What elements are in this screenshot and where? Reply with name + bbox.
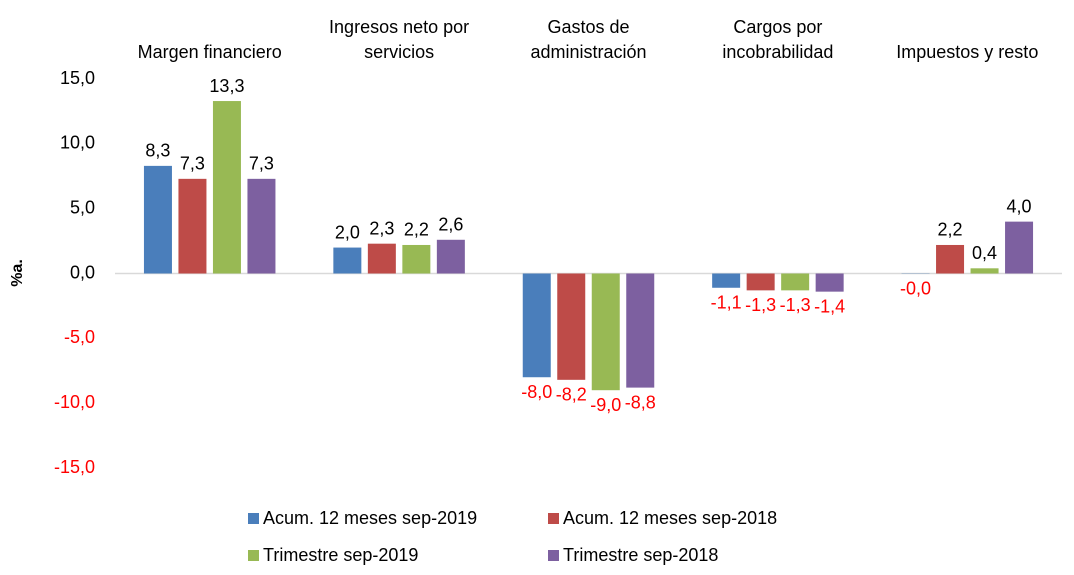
bar [247, 178, 276, 274]
bar [212, 101, 241, 274]
legend-item: Acum. 12 meses sep-2019 [248, 508, 548, 529]
legend-item: Trimestre sep-2019 [248, 545, 548, 566]
category-label: Gastos de administración [530, 17, 647, 62]
data-label: -8,0 [521, 382, 552, 402]
legend-swatch [548, 550, 559, 561]
bar [970, 268, 999, 274]
legend-swatch [248, 513, 259, 524]
legend-label: Trimestre sep-2018 [563, 545, 719, 565]
data-label: 0,4 [972, 243, 997, 263]
legend-label: Trimestre sep-2019 [263, 545, 419, 565]
y-axis-label: %a. [9, 259, 26, 287]
bar [143, 165, 172, 274]
legend-label: Acum. 12 meses sep-2019 [263, 508, 478, 528]
data-label: 7,3 [180, 154, 205, 174]
bar [936, 244, 965, 274]
y-tick-label: -5,0 [64, 327, 95, 347]
data-label: -1,1 [711, 293, 742, 313]
y-tick-label: 0,0 [70, 262, 95, 282]
bar [815, 273, 844, 292]
data-label: -0,0 [900, 279, 931, 299]
category-label: Margen financiero [137, 42, 282, 62]
category-label: Ingresos neto por servicios [329, 17, 470, 62]
legend-swatch [548, 513, 559, 524]
data-label: 8,3 [145, 141, 170, 161]
data-label: 2,3 [369, 218, 394, 238]
bar [522, 273, 551, 378]
bar [436, 239, 465, 274]
data-label: -1,3 [780, 295, 811, 315]
data-label: -8,2 [556, 385, 587, 405]
bar [746, 273, 775, 291]
y-tick-label: 5,0 [70, 197, 95, 217]
bar [367, 243, 396, 274]
bar [402, 244, 431, 274]
data-label: 2,0 [335, 222, 360, 242]
data-label: 7,3 [249, 154, 274, 174]
bar [781, 273, 810, 291]
data-label: 2,6 [438, 215, 463, 235]
bar [333, 247, 362, 274]
data-label: 4,0 [1007, 196, 1032, 216]
legend-item: Trimestre sep-2018 [548, 545, 848, 566]
data-label: 2,2 [938, 220, 963, 240]
bar [1005, 221, 1034, 274]
y-tick-label: 15,0 [60, 68, 95, 88]
data-label: -1,3 [745, 295, 776, 315]
bar [178, 178, 207, 274]
y-tick-label: 10,0 [60, 133, 95, 153]
data-label: 13,3 [209, 76, 244, 96]
bar [557, 273, 586, 380]
data-label: -9,0 [590, 395, 621, 415]
category-label: Impuestos y resto [896, 42, 1039, 62]
legend: Acum. 12 meses sep-2019 Acum. 12 meses se… [248, 508, 848, 566]
bar [591, 273, 620, 391]
data-label: 2,2 [404, 220, 429, 240]
data-label: -1,4 [814, 296, 845, 316]
category-label: Cargos por incobrabilidad [722, 17, 834, 62]
bar [712, 273, 741, 288]
legend-item: Acum. 12 meses sep-2018 [548, 508, 848, 529]
y-tick-label: -10,0 [54, 392, 95, 412]
bar [626, 273, 655, 388]
legend-label: Acum. 12 meses sep-2018 [563, 508, 778, 528]
data-label: -8,8 [625, 392, 656, 412]
legend-swatch [248, 550, 259, 561]
y-tick-label: -15,0 [54, 457, 95, 477]
